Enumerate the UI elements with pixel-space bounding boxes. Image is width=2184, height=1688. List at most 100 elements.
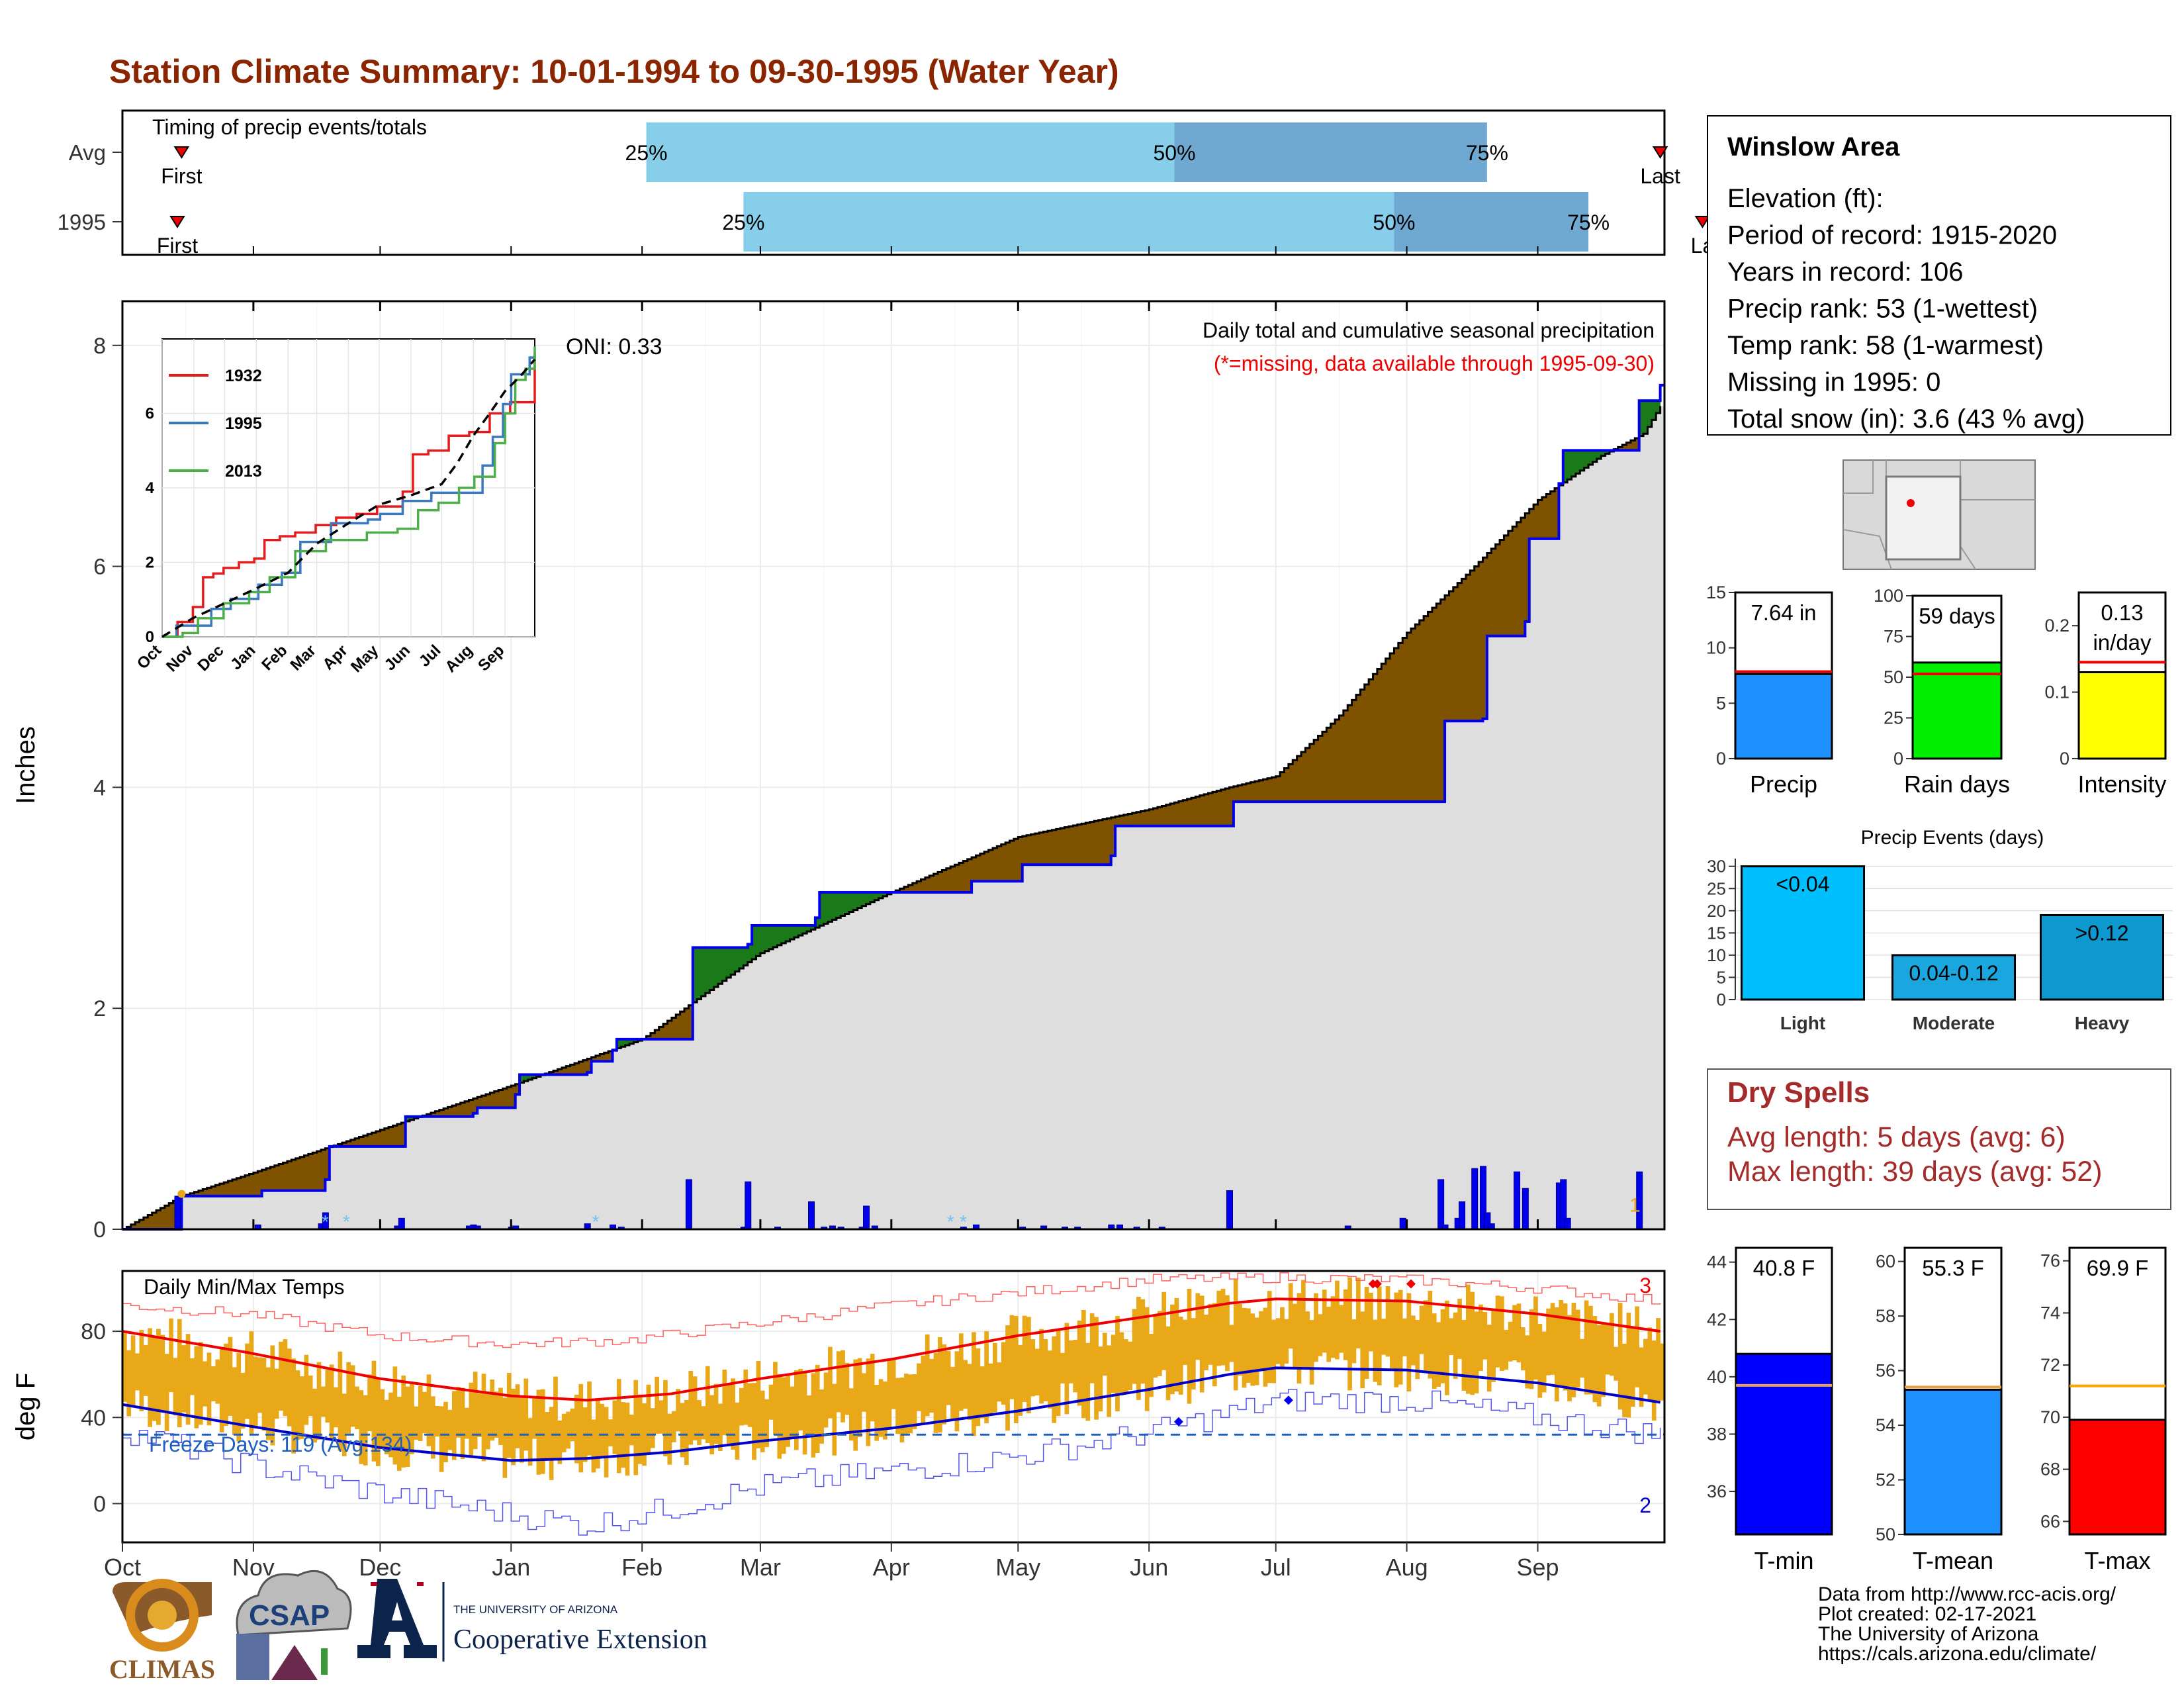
precip-daily-bar	[1564, 1217, 1571, 1230]
precip-title: Daily total and cumulative seasonal prec…	[1203, 318, 1655, 342]
temp-panel-label: Daily Min/Max Temps	[144, 1275, 344, 1299]
raindays_bar-ytick-label: 0	[1893, 749, 1903, 769]
timing-row-label: Avg	[69, 140, 106, 165]
timing-percent-label: 25%	[722, 211, 764, 234]
precip_bar-value-label: 7.64 in	[1751, 600, 1816, 625]
tmean_bar-ytick-label: 56	[1876, 1361, 1895, 1381]
temp-xtick-label: Aug	[1386, 1554, 1428, 1581]
raindays_bar-ytick-label: 25	[1884, 708, 1903, 728]
inset-ytick-label: 0	[146, 628, 154, 646]
precip-events-bar	[1741, 865, 1865, 1001]
tmean_bar-ytick-label: 52	[1876, 1470, 1895, 1490]
timing-percent-label: 75%	[1466, 141, 1508, 165]
precip-daily-bar	[398, 1217, 405, 1230]
precip-daily-bar	[1226, 1190, 1233, 1230]
intensity_bar-bar	[2077, 671, 2167, 760]
record-low-count: 2	[1639, 1493, 1651, 1517]
precip_bar-ytick-label: 10	[1706, 638, 1726, 658]
timing-bar-25-50	[743, 192, 1394, 252]
temp-daily-range-bars	[122, 1277, 1665, 1480]
temp-xtick-label: Jan	[492, 1554, 530, 1581]
freeze-days-label: Freeze Days: 119 (Avg:134)	[149, 1432, 412, 1456]
dry-spells-title: Dry Spells	[1727, 1076, 1870, 1109]
tmean_bar-category-label: T-mean	[1913, 1547, 1993, 1574]
snow-marker: *	[592, 1211, 600, 1232]
precip-events-bar-label: <0.04	[1776, 872, 1830, 896]
raindays_bar-bar	[1911, 661, 2003, 760]
tmean_bar-bar	[1903, 1388, 2003, 1536]
snow-marker: *	[947, 1211, 954, 1232]
temp-ytick-label: 40	[81, 1405, 106, 1430]
precip-daily-bar	[745, 1181, 752, 1230]
timing-first-label: First	[161, 164, 202, 188]
locator-map	[1843, 459, 2036, 570]
footer-line-3: The University of Arizona	[1818, 1623, 2039, 1645]
inset-ytick-label: 4	[146, 479, 155, 497]
timing-panel: Timing of precip events/totals Avg 25% 50% 7…	[58, 109, 1714, 258]
precip-ytick-label: 0	[93, 1217, 106, 1243]
tmin_bar-ytick-label: 40	[1707, 1367, 1727, 1387]
timing-percent-label: 25%	[625, 141, 668, 165]
info-line-2: Years in record: 106	[1727, 258, 1964, 287]
csap-logo-text: CSAP	[249, 1599, 330, 1632]
precip-daily-bar	[1514, 1171, 1521, 1230]
station-location-marker	[1907, 499, 1915, 507]
precip-events-ytick-label: 5	[1717, 967, 1726, 987]
climas-logo-text: CLIMAS	[109, 1654, 215, 1684]
tmin_bar-ytick-label: 44	[1707, 1252, 1727, 1272]
precip-events-category: Light	[1780, 1013, 1825, 1033]
footer-credits: Data from http://www.rcc-acis.org/ Plot …	[1818, 1583, 2116, 1665]
record-high-marker	[1406, 1279, 1416, 1289]
tmax_bar-ytick-label: 68	[2040, 1460, 2060, 1479]
footer-line-4: https://cals.arizona.edu/climate/	[1818, 1643, 2097, 1665]
temp-xtick-label: Oct	[104, 1554, 141, 1581]
tmean_bar-ytick-label: 54	[1876, 1415, 1895, 1435]
inset-ytick-label: 6	[146, 405, 154, 423]
orange-marker	[177, 1190, 186, 1198]
temp-avg-min-line	[122, 1366, 1661, 1462]
station-name: Winslow Area	[1727, 132, 1900, 162]
temperature-panel: Daily Min/Max Temps Freeze Days: 119 (Avg…	[11, 1270, 1666, 1581]
precip-subtitle: (*=missing, data available through 1995-…	[1214, 352, 1655, 375]
intensity_bar-ytick-label: 0	[2060, 749, 2070, 769]
precip_bar-bar	[1734, 673, 1833, 760]
tmax_bar-ytick-label: 72	[2040, 1355, 2060, 1375]
precip-daily-bar	[174, 1196, 181, 1230]
info-line-1: Period of record: 1915-2020	[1727, 221, 2057, 250]
timing-last-marker	[1694, 216, 1711, 228]
tmin_bar-bar	[1735, 1352, 1833, 1536]
temp-xtick-label: Dec	[359, 1554, 401, 1581]
tmax_bar-category-label: T-max	[2084, 1547, 2150, 1574]
precip-events-ytick-label: 25	[1707, 878, 1726, 898]
orange-marker-label: 1	[1629, 1194, 1641, 1216]
timing-percent-label: 50%	[1153, 141, 1195, 165]
precip-events-category: Heavy	[2075, 1013, 2130, 1033]
record-high-marker	[1372, 1279, 1382, 1289]
precip_bar-ytick-label: 0	[1716, 749, 1726, 769]
precip-daily-bar	[1471, 1168, 1479, 1230]
timing-percent-label: 75%	[1567, 211, 1610, 234]
tmean_bar-value-label: 55.3 F	[1922, 1256, 1984, 1280]
precip_bar-ytick-label: 15	[1706, 583, 1726, 602]
intensity_bar-value-label: 0.13	[2101, 600, 2143, 625]
precip-events-ytick-label: 0	[1717, 990, 1726, 1009]
timing-first-label: First	[157, 234, 198, 258]
dry-spells-max: Max length: 39 days (avg: 52)	[1727, 1156, 2102, 1188]
precip-events-ytick-label: 20	[1707, 901, 1726, 921]
timing-last-marker	[1652, 146, 1668, 159]
temp-record-low-line	[122, 1389, 1661, 1536]
precip-events-bar	[1891, 954, 2016, 1001]
inset-series-1932	[162, 353, 536, 638]
dry-spells-avg: Avg length: 5 days (avg: 6)	[1727, 1121, 2066, 1153]
precip-ylabel: Inches	[11, 726, 40, 804]
snow-marker: *	[343, 1211, 350, 1232]
precip-events-ytick-label: 10	[1707, 945, 1726, 965]
temp-record-high-line	[122, 1272, 1661, 1348]
precip-frame	[121, 300, 1666, 1231]
timing-first-marker	[173, 146, 190, 159]
precip-events-ytick-label: 30	[1707, 857, 1726, 876]
info-line-6: Total snow (in): 3.6 (43 % avg)	[1727, 404, 2085, 434]
precip-daily-bar	[685, 1179, 692, 1230]
intensity_bar-category-label: Intensity	[2077, 771, 2166, 798]
temp-xtick-label: Mar	[740, 1554, 781, 1581]
